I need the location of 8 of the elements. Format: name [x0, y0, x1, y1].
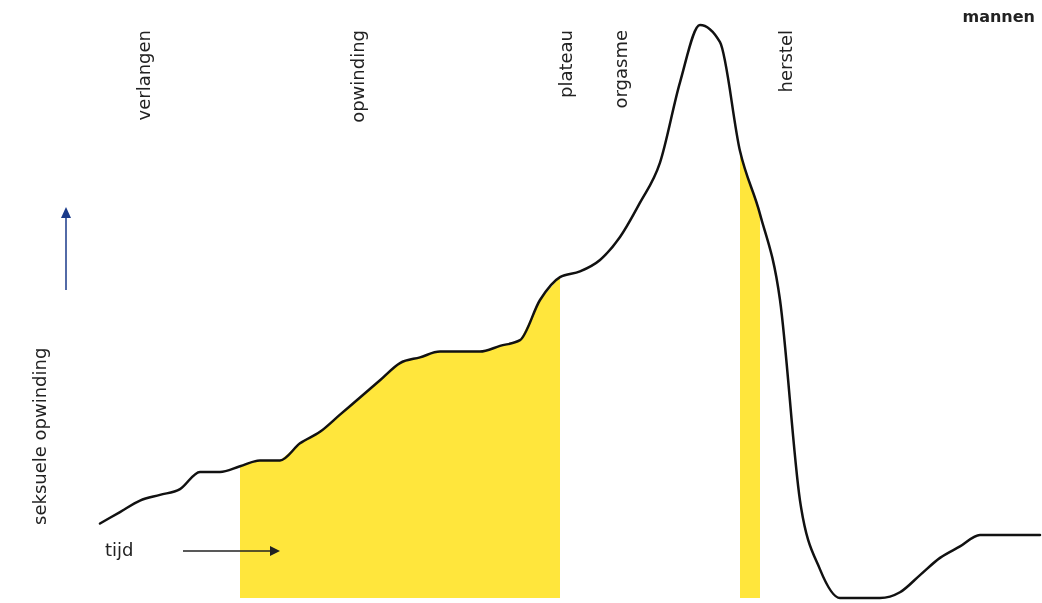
annotation: orgasme [610, 30, 631, 109]
annotation: herstel [775, 30, 796, 93]
annotation: verlangen [133, 30, 154, 121]
y-axis-title: seksuele opwinding [29, 347, 50, 525]
annotation: opwinding [347, 30, 368, 123]
annotation: plateau [555, 30, 576, 99]
chart-title: mannen [962, 7, 1035, 26]
x-axis-title: tijd [105, 539, 134, 560]
